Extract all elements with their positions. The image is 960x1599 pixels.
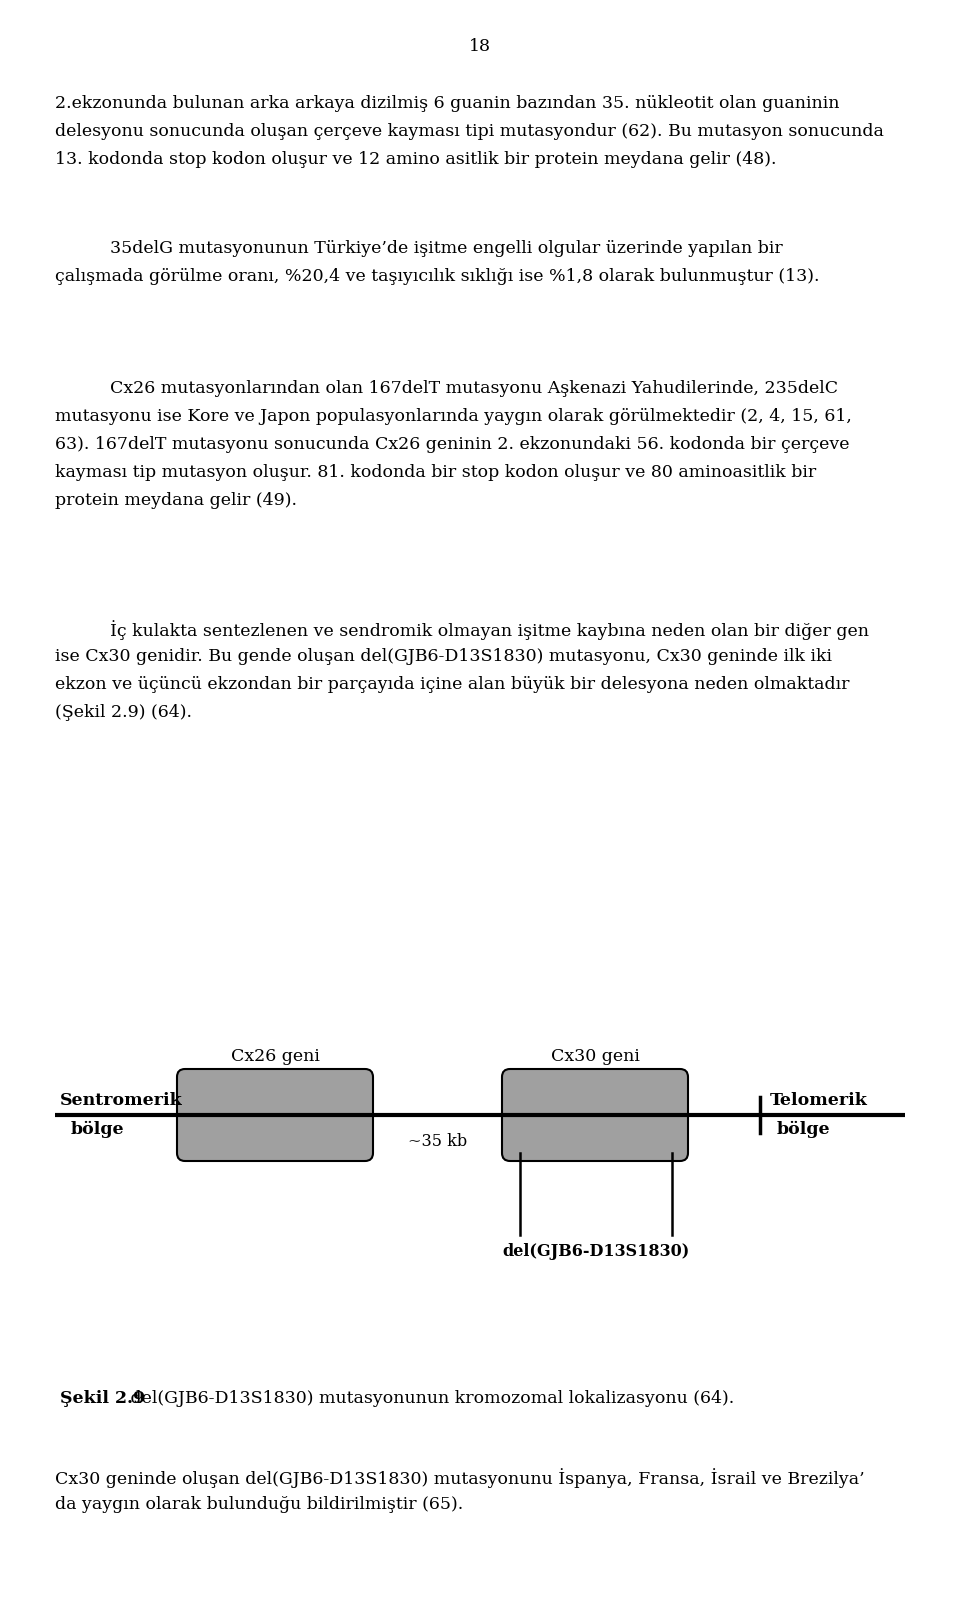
Text: da yaygın olarak bulunduğu bildirilmiştir (65).: da yaygın olarak bulunduğu bildirilmişti…: [55, 1497, 464, 1513]
Text: ekzon ve üçüncü ekzondan bir parçayıda içine alan büyük bir delesyona neden olma: ekzon ve üçüncü ekzondan bir parçayıda i…: [55, 676, 850, 692]
Text: del(GJB6-D13S1830): del(GJB6-D13S1830): [502, 1242, 689, 1260]
Text: mutasyonu ise Kore ve Japon populasyonlarında yaygın olarak görülmektedir (2, 4,: mutasyonu ise Kore ve Japon populasyonla…: [55, 408, 852, 425]
Text: Cx30 geni: Cx30 geni: [551, 1047, 639, 1065]
Text: çalışmada görülme oranı, %20,4 ve taşıyıcılık sıklığı ise %1,8 olarak bulunmuştu: çalışmada görülme oranı, %20,4 ve taşıyı…: [55, 269, 820, 285]
Text: protein meydana gelir (49).: protein meydana gelir (49).: [55, 492, 297, 508]
Text: 35delG mutasyonunun Türkiye’de işitme engelli olgular üzerinde yapılan bir: 35delG mutasyonunun Türkiye’de işitme en…: [110, 240, 782, 257]
FancyBboxPatch shape: [177, 1070, 373, 1161]
Text: Telomerik: Telomerik: [770, 1092, 868, 1110]
Text: bölge: bölge: [70, 1121, 124, 1138]
Text: Sentromerik: Sentromerik: [60, 1092, 182, 1110]
Text: Cx26 mutasyonlarından olan 167delT mutasyonu Aşkenazi Yahudilerinde, 235delC: Cx26 mutasyonlarından olan 167delT mutas…: [110, 381, 838, 397]
Text: Cx26 geni: Cx26 geni: [230, 1047, 320, 1065]
Text: 63). 167delT mutasyonu sonucunda Cx26 geninin 2. ekzonundaki 56. kodonda bir çer: 63). 167delT mutasyonu sonucunda Cx26 ge…: [55, 437, 850, 453]
Text: Şekil 2.9: Şekil 2.9: [60, 1390, 145, 1407]
Text: delesyonu sonucunda oluşan çerçeve kayması tipi mutasyondur (62). Bu mutasyon so: delesyonu sonucunda oluşan çerçeve kayma…: [55, 123, 884, 141]
Text: Cx30 geninde oluşan del(GJB6-D13S1830) mutasyonunu İspanya, Fransa, İsrail ve Br: Cx30 geninde oluşan del(GJB6-D13S1830) m…: [55, 1468, 865, 1489]
Text: ise Cx30 genidir. Bu gende oluşan del(GJB6-D13S1830) mutasyonu, Cx30 geninde ilk: ise Cx30 genidir. Bu gende oluşan del(GJ…: [55, 648, 832, 665]
Text: ~35 kb: ~35 kb: [408, 1134, 468, 1150]
Text: bölge: bölge: [777, 1121, 829, 1138]
Text: del(GJB6-D13S1830) mutasyonunun kromozomal lokalizasyonu (64).: del(GJB6-D13S1830) mutasyonunun kromozom…: [125, 1390, 734, 1407]
Text: 13. kodonda stop kodon oluşur ve 12 amino asitlik bir protein meydana gelir (48): 13. kodonda stop kodon oluşur ve 12 amin…: [55, 150, 777, 168]
Text: İç kulakta sentezlenen ve sendromik olmayan işitme kaybına neden olan bir diğer : İç kulakta sentezlenen ve sendromik olma…: [110, 620, 869, 640]
Text: 18: 18: [469, 38, 491, 54]
Text: kayması tip mutasyon oluşur. 81. kodonda bir stop kodon oluşur ve 80 aminoasitli: kayması tip mutasyon oluşur. 81. kodonda…: [55, 464, 816, 481]
Text: (Şekil 2.9) (64).: (Şekil 2.9) (64).: [55, 704, 192, 721]
FancyBboxPatch shape: [502, 1070, 688, 1161]
Text: 2.ekzonunda bulunan arka arkaya dizilmiş 6 guanin bazından 35. nükleotit olan gu: 2.ekzonunda bulunan arka arkaya dizilmiş…: [55, 94, 839, 112]
